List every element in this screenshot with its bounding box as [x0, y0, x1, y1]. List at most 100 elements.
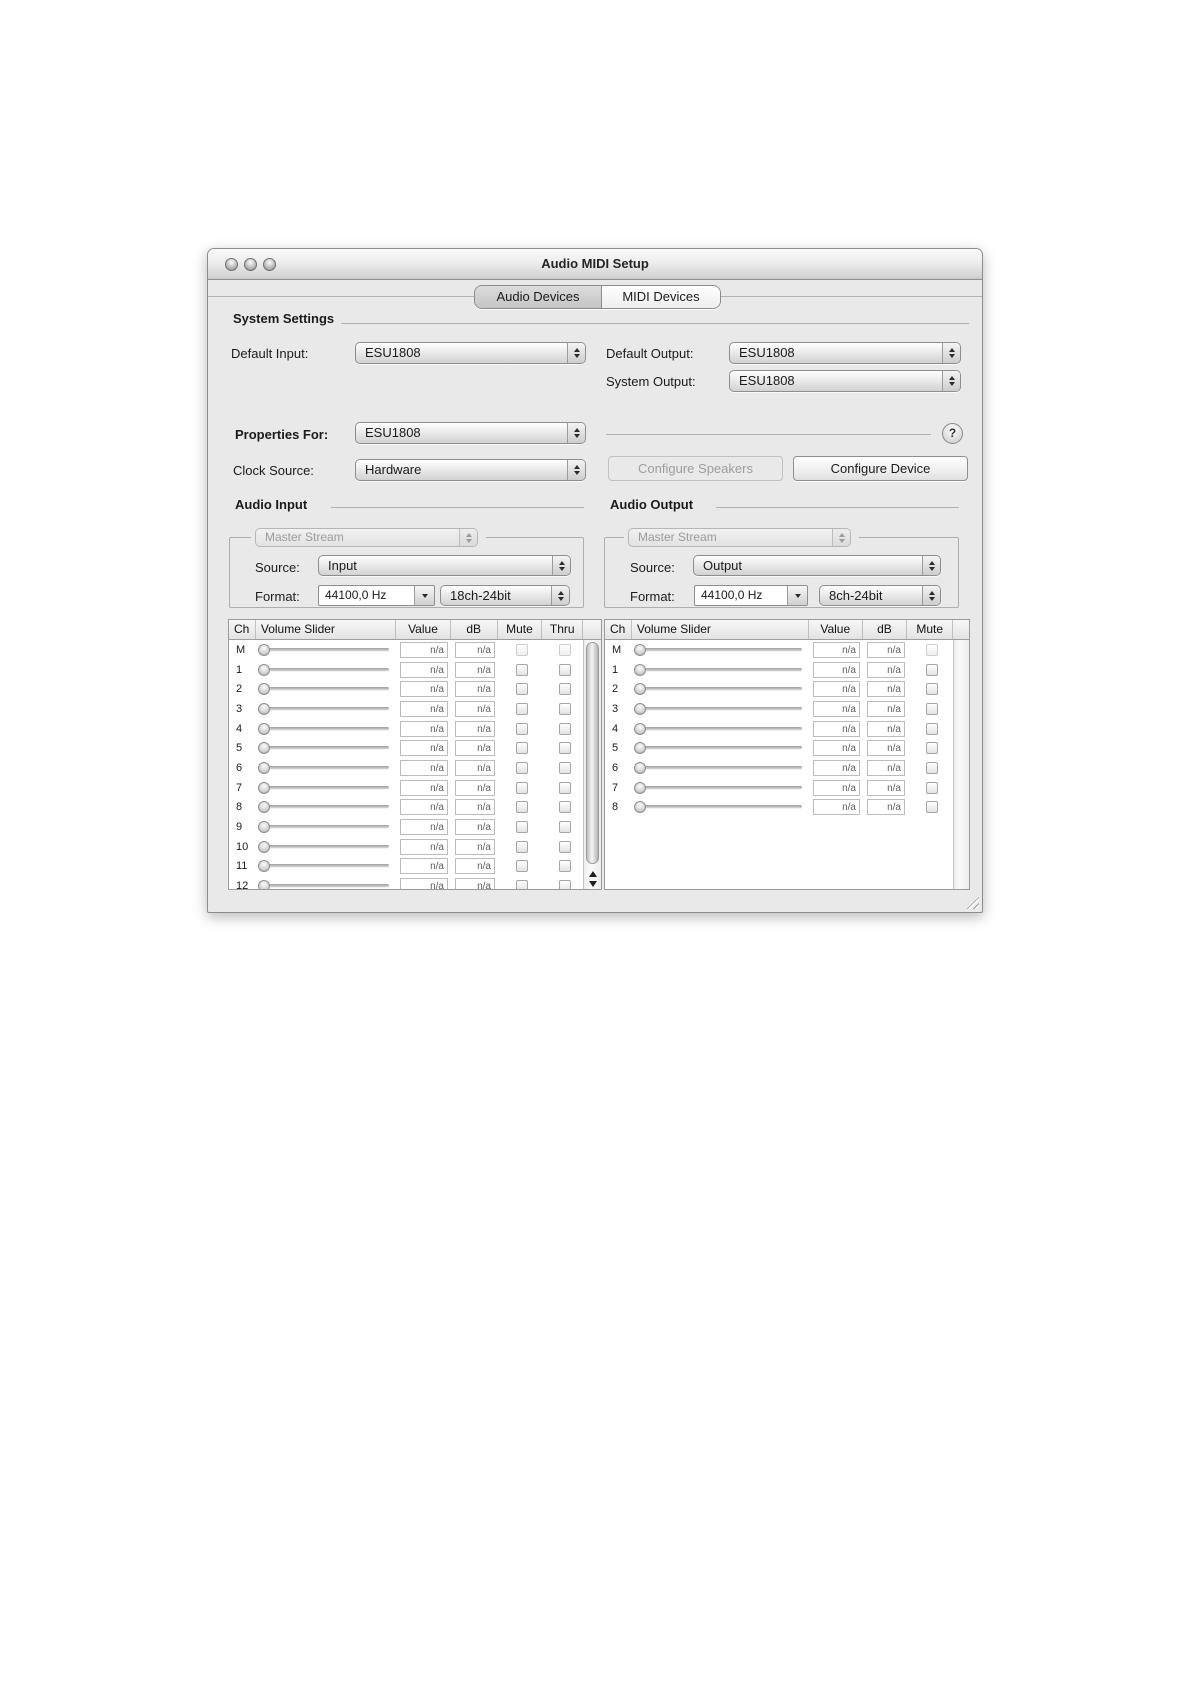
thru-checkbox[interactable] — [558, 643, 571, 656]
slider-track[interactable] — [261, 667, 389, 671]
slider-thumb[interactable] — [634, 643, 646, 656]
value-field[interactable]: n/a — [813, 740, 860, 757]
output-source-popup[interactable]: Output — [693, 555, 941, 576]
output-sample-rate-combo[interactable]: 44100,0 Hz — [694, 585, 808, 606]
volume-slider[interactable] — [632, 699, 810, 719]
db-field[interactable]: n/a — [867, 779, 905, 796]
value-field[interactable]: n/a — [400, 661, 448, 678]
slider-track[interactable] — [637, 746, 802, 750]
slider-track[interactable] — [261, 726, 389, 730]
volume-slider[interactable] — [632, 719, 810, 739]
volume-slider[interactable] — [256, 738, 397, 758]
input-sample-rate-combo[interactable]: 44100,0 Hz — [318, 585, 435, 606]
db-field[interactable]: n/a — [455, 759, 495, 776]
scrollbar-thumb[interactable] — [586, 642, 599, 864]
titlebar[interactable]: Audio MIDI Setup — [208, 249, 982, 280]
slider-thumb[interactable] — [634, 742, 646, 755]
mute-checkbox[interactable] — [515, 761, 528, 774]
value-field[interactable]: n/a — [813, 720, 860, 737]
db-field[interactable]: n/a — [867, 720, 905, 737]
volume-slider[interactable] — [632, 679, 810, 699]
db-field[interactable]: n/a — [867, 799, 905, 816]
value-field[interactable]: n/a — [813, 799, 860, 816]
mute-checkbox[interactable] — [926, 683, 938, 696]
window-zoom-button[interactable] — [263, 258, 276, 271]
db-field[interactable]: n/a — [867, 661, 905, 678]
slider-thumb[interactable] — [634, 702, 646, 715]
slider-thumb[interactable] — [634, 781, 646, 794]
db-field[interactable]: n/a — [455, 858, 495, 875]
volume-slider[interactable] — [256, 699, 397, 719]
volume-slider[interactable] — [632, 778, 810, 798]
slider-thumb[interactable] — [258, 702, 270, 715]
db-field[interactable]: n/a — [455, 799, 495, 816]
value-field[interactable]: n/a — [400, 740, 448, 757]
combo-dropdown-icon[interactable] — [414, 586, 434, 605]
slider-track[interactable] — [261, 825, 389, 829]
slider-thumb[interactable] — [258, 683, 270, 696]
slider-thumb[interactable] — [258, 761, 270, 774]
slider-track[interactable] — [637, 726, 802, 730]
slider-thumb[interactable] — [258, 840, 270, 853]
volume-slider[interactable] — [256, 876, 397, 889]
slider-thumb[interactable] — [634, 663, 646, 676]
volume-slider[interactable] — [256, 778, 397, 798]
mute-checkbox[interactable] — [515, 781, 528, 794]
mute-checkbox[interactable] — [515, 702, 528, 715]
system-output-popup[interactable]: ESU1808 — [729, 370, 961, 392]
db-field[interactable]: n/a — [455, 740, 495, 757]
value-field[interactable]: n/a — [813, 681, 860, 698]
mute-checkbox[interactable] — [926, 722, 938, 735]
thru-checkbox[interactable] — [558, 663, 571, 676]
mute-checkbox[interactable] — [926, 663, 938, 676]
volume-slider[interactable] — [256, 798, 397, 818]
scroll-up-icon[interactable] — [588, 871, 597, 877]
mute-checkbox[interactable] — [515, 663, 528, 676]
slider-thumb[interactable] — [634, 722, 646, 735]
volume-slider[interactable] — [632, 798, 810, 818]
db-field[interactable]: n/a — [455, 819, 495, 836]
value-field[interactable]: n/a — [813, 661, 860, 678]
slider-thumb[interactable] — [258, 860, 270, 873]
slider-track[interactable] — [261, 805, 389, 809]
value-field[interactable]: n/a — [400, 858, 448, 875]
value-field[interactable]: n/a — [813, 759, 860, 776]
slider-track[interactable] — [261, 884, 389, 888]
thru-checkbox[interactable] — [558, 683, 571, 696]
mute-checkbox[interactable] — [926, 781, 938, 794]
db-field[interactable]: n/a — [867, 641, 905, 658]
slider-track[interactable] — [261, 864, 389, 868]
db-field[interactable]: n/a — [455, 700, 495, 717]
slider-thumb[interactable] — [258, 821, 270, 834]
tab-audio-devices[interactable]: Audio Devices — [475, 286, 601, 308]
thru-checkbox[interactable] — [558, 880, 571, 889]
db-field[interactable]: n/a — [455, 838, 495, 855]
slider-track[interactable] — [261, 765, 389, 769]
scroll-down-icon[interactable] — [588, 881, 597, 887]
slider-track[interactable] — [637, 647, 802, 651]
input-source-popup[interactable]: Input — [318, 555, 571, 576]
output-table-scrollbar[interactable] — [953, 640, 969, 889]
value-field[interactable]: n/a — [813, 700, 860, 717]
default-input-popup[interactable]: ESU1808 — [355, 342, 586, 364]
window-close-button[interactable] — [225, 258, 238, 271]
thru-checkbox[interactable] — [558, 702, 571, 715]
slider-track[interactable] — [261, 844, 389, 848]
value-field[interactable]: n/a — [400, 819, 448, 836]
thru-checkbox[interactable] — [558, 761, 571, 774]
value-field[interactable]: n/a — [813, 779, 860, 796]
properties-for-popup[interactable]: ESU1808 — [355, 422, 586, 444]
mute-checkbox[interactable] — [515, 643, 528, 656]
slider-thumb[interactable] — [634, 761, 646, 774]
slider-track[interactable] — [261, 785, 389, 789]
volume-slider[interactable] — [632, 758, 810, 778]
mute-checkbox[interactable] — [515, 880, 528, 889]
slider-track[interactable] — [637, 805, 802, 809]
volume-slider[interactable] — [632, 738, 810, 758]
window-minimize-button[interactable] — [244, 258, 257, 271]
value-field[interactable]: n/a — [400, 838, 448, 855]
mute-checkbox[interactable] — [515, 683, 528, 696]
slider-thumb[interactable] — [258, 781, 270, 794]
value-field[interactable]: n/a — [400, 779, 448, 796]
volume-slider[interactable] — [632, 640, 810, 660]
